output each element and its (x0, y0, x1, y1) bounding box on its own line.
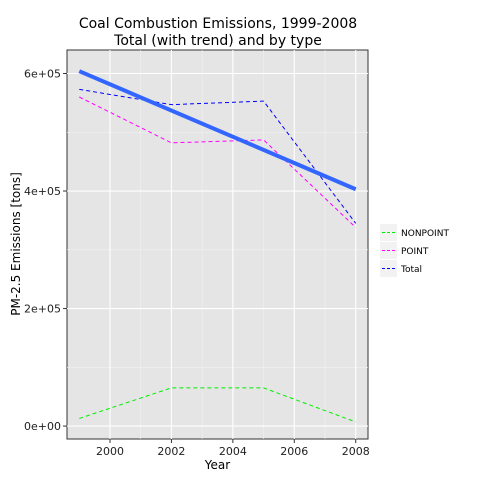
y-tick-label: 0e+00 (24, 420, 61, 433)
y-tick-label: 2e+05 (24, 303, 61, 316)
series-line-point (79, 96, 357, 228)
plot-panel (66, 49, 369, 440)
x-tick-label: 2006 (280, 445, 308, 458)
grid (67, 50, 368, 439)
x-tick-label: 2000 (96, 445, 124, 458)
x-axis: 2000 2002 2004 2006 2008 (96, 439, 370, 458)
chart-subtitle: Total (with trend) and by type (113, 33, 322, 49)
trend-line (78, 69, 357, 192)
y-tick-label: 4e+05 (24, 185, 61, 198)
x-tick-label: 2008 (342, 445, 370, 458)
legend-label: Total (400, 265, 422, 275)
y-tick-label: 6e+05 (24, 68, 61, 81)
series-layer (78, 69, 357, 423)
legend: NONPOINT POINT Total (380, 224, 449, 277)
x-tick-label: 2004 (219, 445, 247, 458)
y-axis-label: PM-2.5 Emissions [tons] (9, 172, 23, 316)
x-axis-label: Year (204, 458, 230, 472)
y-axis: 0e+00 2e+05 4e+05 6e+05 (24, 68, 67, 433)
legend-label: POINT (401, 247, 429, 257)
legend-label: NONPOINT (401, 229, 449, 239)
x-tick-label: 2002 (157, 445, 185, 458)
series-line-total (79, 88, 357, 224)
chart-title: Coal Combustion Emissions, 1999-2008 (79, 16, 357, 32)
series-line-nonpoint (79, 387, 356, 423)
